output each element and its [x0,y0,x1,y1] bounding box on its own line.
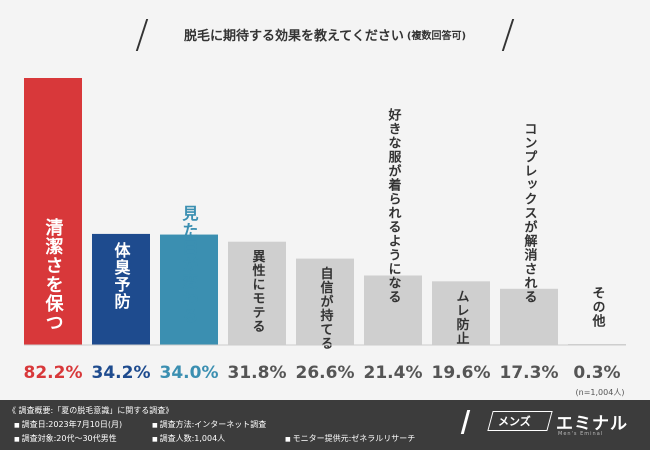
bar-category-label: 異性にモテる [250,250,266,334]
survey-count: 調査人数:1,004人 [152,433,226,444]
chart-title-main: 脱毛に期待する効果を教えてください [183,28,404,44]
survey-method: 調査方法:インターネット調査 [152,419,267,430]
bar-value-label: 17.3% [500,363,559,383]
bar-value-label: 21.4% [364,363,423,383]
bar-value-label: 34.2% [92,363,151,383]
survey-provider: モニター提供元:ゼネラルリサーチ [285,433,416,444]
bar [92,233,150,345]
bar [228,241,286,345]
bar-value-label: 26.6% [296,363,355,383]
bar-value-label: 19.6% [432,363,491,383]
bar-category-label: 体臭予防 [112,241,131,310]
survey-target: 調査対象:20代〜30代男性 [14,433,117,444]
survey-date: 調査日:2023年7月10日(月) [14,419,123,430]
logo-eminal: エミナル [556,414,628,434]
bar-category-label: 見た目が変わる [180,205,200,324]
bar-chart: 清潔さを保つ 体臭予防 見た目が変わる 異性にモテる 自信が持てる 好きな服が着られるよう… [24,78,626,397]
logo-mens: メンズ [498,415,531,428]
bar-category-label: コンプレックスが解消される [522,122,539,304]
bar [24,78,82,345]
bar-category-label: 好きな服が着られるようになる [386,107,403,304]
bar-category-label: その他 [590,286,607,328]
logo-mark-icon [460,410,491,434]
chart-title: 脱毛に期待する効果を教えてください (複数回答可) [135,19,515,51]
bar-category-label: 清潔さを保つ [43,218,65,332]
bar [364,275,422,345]
survey-heading: 《 調査概要:「夏の脱毛意識」に関する調査》 [8,406,174,415]
logo-subtext: Men's Eminal [558,431,604,437]
bar [432,281,490,345]
bar [500,288,558,345]
mens-eminal-logo: メンズ エミナル Men's Eminal [460,408,638,442]
sample-size-note: (n=1,004人) [576,388,625,397]
bar-value-label: 34.0% [160,363,219,383]
bar [160,234,218,345]
bar-category-label: ムレ防止 [454,289,470,345]
bar-value-label: 82.2% [24,363,83,383]
bar-category-label: 自信が持てる [318,266,334,351]
chart-title-sub: (複数回答可) [406,30,467,42]
bar-value-label: 0.3% [573,363,620,383]
survey-footer: 《 調査概要:「夏の脱毛意識」に関する調査》 調査日:2023年7月10日(月)… [0,400,650,450]
bar-value-label: 31.8% [228,363,287,383]
bar [296,258,354,345]
